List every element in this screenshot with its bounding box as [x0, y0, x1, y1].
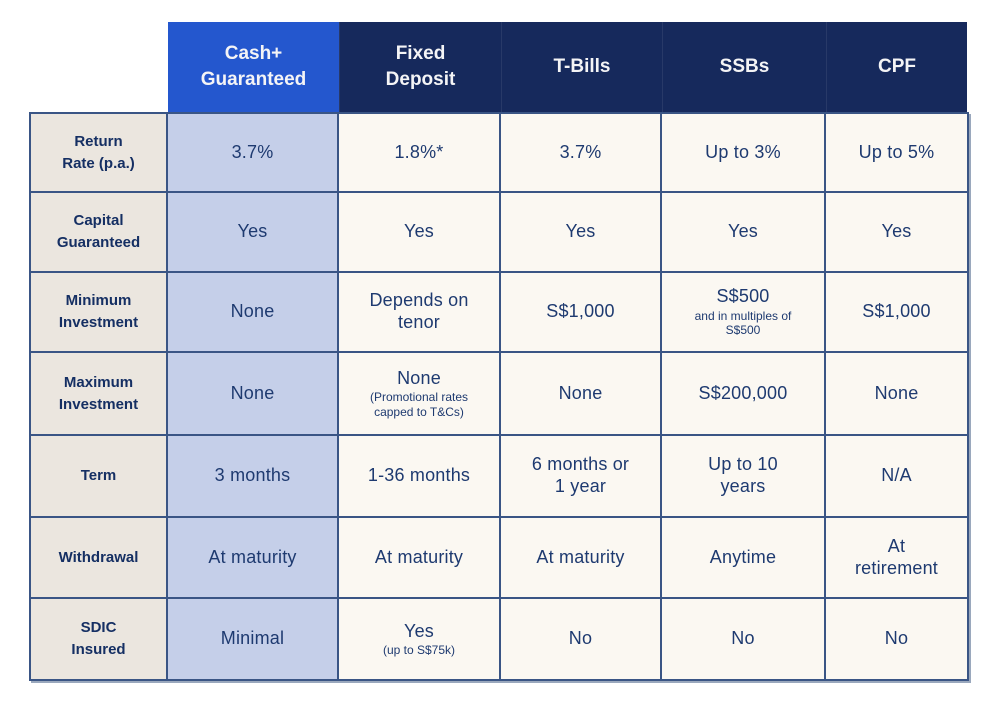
cell-maximum-investment-cpf: None	[826, 353, 967, 436]
cell-capital-guaranteed-cash-plus: Yes	[168, 193, 339, 273]
cell-withdrawal-cpf: At retirement	[826, 518, 967, 599]
cell-return-rate-cpf: Up to 5%	[826, 114, 967, 193]
cell-capital-guaranteed-cpf: Yes	[826, 193, 967, 273]
cell-capital-guaranteed-fixed-deposit: Yes	[339, 193, 501, 273]
table-row-withdrawal: Withdrawal At maturity At maturity At ma…	[31, 518, 967, 599]
table-row-minimum-investment: Minimum Investment None Depends on tenor…	[31, 273, 967, 353]
corner-cell	[31, 22, 168, 112]
table-row-term: Term 3 months 1-36 months 6 months or 1 …	[31, 436, 967, 518]
cell-minimum-investment-cpf: S$1,000	[826, 273, 967, 353]
cell-sdic-insured-t-bills: No	[501, 599, 662, 679]
cell-capital-guaranteed-ssbs: Yes	[662, 193, 826, 273]
cell-term-cpf: N/A	[826, 436, 967, 518]
cell-term-fixed-deposit: 1-36 months	[339, 436, 501, 518]
row-label-maximum-investment: Maximum Investment	[31, 353, 168, 436]
cell-sdic-insured-cash-plus: Minimal	[168, 599, 339, 679]
table-body: Return Rate (p.a.) 3.7% 1.8%* 3.7% Up to…	[29, 112, 969, 681]
cell-maximum-investment-ssbs: S$200,000	[662, 353, 826, 436]
cell-withdrawal-fixed-deposit: At maturity	[339, 518, 501, 599]
cell-minimum-investment-t-bills: S$1,000	[501, 273, 662, 353]
cell-minimum-investment-fixed-deposit: Depends on tenor	[339, 273, 501, 353]
cell-term-t-bills: 6 months or 1 year	[501, 436, 662, 518]
row-label-minimum-investment: Minimum Investment	[31, 273, 168, 353]
table-header-row: Cash+ Guaranteed Fixed Deposit T-Bills S…	[31, 22, 967, 112]
cell-return-rate-ssbs: Up to 3%	[662, 114, 826, 193]
table-row-return-rate: Return Rate (p.a.) 3.7% 1.8%* 3.7% Up to…	[31, 114, 967, 193]
cell-maximum-investment-t-bills: None	[501, 353, 662, 436]
cell-withdrawal-t-bills: At maturity	[501, 518, 662, 599]
row-label-sdic-insured: SDIC Insured	[31, 599, 168, 679]
column-header-fixed-deposit: Fixed Deposit	[339, 22, 501, 112]
row-label-return-rate: Return Rate (p.a.)	[31, 114, 168, 193]
cell-sdic-insured-ssbs: No	[662, 599, 826, 679]
cell-withdrawal-ssbs: Anytime	[662, 518, 826, 599]
row-label-capital-guaranteed: Capital Guaranteed	[31, 193, 168, 273]
cell-minimum-investment-ssbs: S$500 and in multiples of S$500	[662, 273, 826, 353]
cell-return-rate-cash-plus: 3.7%	[168, 114, 339, 193]
row-label-withdrawal: Withdrawal	[31, 518, 168, 599]
column-header-t-bills: T-Bills	[501, 22, 662, 112]
table-row-maximum-investment: Maximum Investment None None (Promotional…	[31, 353, 967, 436]
table-row-capital-guaranteed: Capital Guaranteed Yes Yes Yes Yes Yes	[31, 193, 967, 273]
table-row-sdic-insured: SDIC Insured Minimal Yes (up to S$75k) No…	[31, 599, 967, 679]
cell-return-rate-fixed-deposit: 1.8%*	[339, 114, 501, 193]
cell-sdic-insured-fixed-deposit: Yes (up to S$75k)	[339, 599, 501, 679]
cell-maximum-investment-fixed-deposit: None (Promotional rates capped to T&Cs)	[339, 353, 501, 436]
cell-maximum-investment-cash-plus: None	[168, 353, 339, 436]
column-header-cash-plus-guaranteed: Cash+ Guaranteed	[168, 22, 339, 112]
cell-return-rate-t-bills: 3.7%	[501, 114, 662, 193]
cell-capital-guaranteed-t-bills: Yes	[501, 193, 662, 273]
cell-term-ssbs: Up to 10 years	[662, 436, 826, 518]
cell-term-cash-plus: 3 months	[168, 436, 339, 518]
row-label-term: Term	[31, 436, 168, 518]
cell-minimum-investment-cash-plus: None	[168, 273, 339, 353]
cell-sdic-insured-cpf: No	[826, 599, 967, 679]
cell-withdrawal-cash-plus: At maturity	[168, 518, 339, 599]
comparison-table: Cash+ Guaranteed Fixed Deposit T-Bills S…	[29, 22, 969, 681]
column-header-cpf: CPF	[826, 22, 967, 112]
column-header-ssbs: SSBs	[662, 22, 826, 112]
